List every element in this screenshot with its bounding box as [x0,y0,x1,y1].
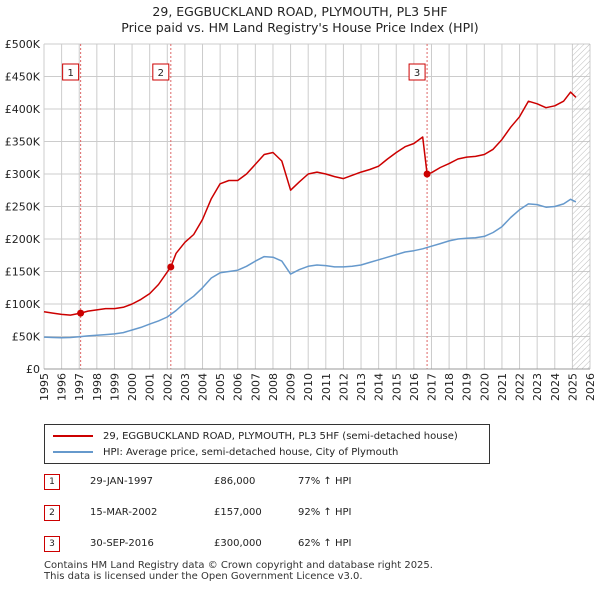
x-tick-label: 2015 [390,373,403,401]
sale-point [167,263,175,271]
hpi-series-line [43,198,577,339]
sale-point [423,170,431,178]
x-tick-label: 1996 [56,373,69,401]
price-chart: 1 2 3 £0 £50K £100K £150K £200K £250K £300K £350K… [5,38,597,401]
x-tick-label: 1999 [108,373,121,401]
x-tick-label: 2013 [355,373,368,401]
y-tick-label: £350K [5,136,41,149]
x-tick-label: 2008 [267,373,280,401]
sale-number-badge: 3 [44,536,60,552]
legend-item-property: 29, EGGBUCKLAND ROAD, PLYMOUTH, PL3 5HF … [53,429,458,443]
x-tick-label: 2024 [549,373,562,401]
sale-marker-label: 3 [414,68,420,79]
sale-row: 3 30-SEP-2016 £300,000 62% ↑ HPI [44,536,464,556]
legend-label-hpi: HPI: Average price, semi-detached house,… [103,446,399,458]
sale-marker-box [408,63,426,81]
future-hatched-region [572,44,590,369]
sale-price: £86,000 [214,476,256,487]
sale-row: 2 15-MAR-2002 £157,000 92% ↑ HPI [44,505,464,525]
x-tick-label: 2019 [461,373,474,401]
x-tick-label: 2001 [144,373,157,401]
x-tick-label: 2020 [478,373,491,401]
sale-price: £300,000 [214,538,262,549]
sale-date: 15-MAR-2002 [90,507,158,518]
chart-legend: 29, EGGBUCKLAND ROAD, PLYMOUTH, PL3 5HF … [44,424,490,464]
sale-point [77,309,85,317]
x-tick-label: 2011 [320,373,333,401]
x-tick-label: 2016 [408,373,421,401]
sale-hpi-change: 92% ↑ HPI [298,507,352,518]
x-tick-label: 2005 [214,373,227,401]
x-tick-label: 1995 [38,373,51,401]
x-tick-label: 2010 [302,373,315,401]
legend-swatch-hpi [53,451,93,453]
x-tick-label: 1997 [73,373,86,401]
sale-number-badge: 1 [44,474,60,490]
y-tick-label: £300K [5,168,41,181]
footer-line-1: Contains HM Land Registry data © Crown c… [44,560,433,571]
sale-marker-box [62,63,80,81]
x-tick-label: 2002 [161,373,174,401]
x-tick-label: 2006 [232,373,245,401]
footer-attribution: Contains HM Land Registry data © Crown c… [44,560,433,582]
sale-date: 30-SEP-2016 [90,538,154,549]
x-tick-label: 2012 [337,373,350,401]
y-tick-label: £150K [5,266,41,279]
x-tick-label: 2026 [584,373,597,401]
sale-hpi-change: 62% ↑ HPI [298,538,352,549]
x-tick-label: 2004 [197,373,210,401]
sale-price: £157,000 [214,507,262,518]
y-tick-label: £500K [5,38,41,51]
x-tick-label: 1998 [91,373,104,401]
chart-title-line-1: 29, EGGBUCKLAND ROAD, PLYMOUTH, PL3 5HF [152,4,448,19]
x-tick-label: 2021 [496,373,509,401]
x-tick-label: 2007 [249,373,262,401]
y-tick-label: £450K [5,71,41,84]
x-tick-label: 2023 [531,373,544,401]
x-tick-label: 2017 [425,373,438,401]
x-tick-label: 2014 [373,373,386,401]
y-tick-label: £400K [5,103,41,116]
sale-marker-label: 2 [158,68,164,79]
sale-marker-label: 1 [67,68,73,79]
y-tick-label: £200K [5,233,41,246]
x-tick-label: 2000 [126,373,139,401]
footer-line-2: This data is licensed under the Open Gov… [44,571,363,582]
x-tick-label: 2025 [566,373,579,401]
y-tick-label: £50K [12,331,41,344]
property-series-line [43,91,577,316]
legend-label-property: 29, EGGBUCKLAND ROAD, PLYMOUTH, PL3 5HF … [103,430,458,442]
sale-date: 29-JAN-1997 [90,476,154,487]
x-tick-label: 2018 [443,373,456,401]
legend-item-hpi: HPI: Average price, semi-detached house,… [53,445,398,459]
legend-swatch-property [53,435,93,437]
y-tick-label: £0 [26,363,40,376]
sale-row: 1 29-JAN-1997 £86,000 77% ↑ HPI [44,474,464,494]
sale-hpi-change: 77% ↑ HPI [298,476,352,487]
x-tick-label: 2009 [285,373,298,401]
y-tick-label: £100K [5,298,41,311]
chart-title-line-2: Price paid vs. HM Land Registry's House … [121,20,479,35]
sale-marker-box [152,63,170,81]
sale-number-badge: 2 [44,505,60,521]
y-tick-label: £250K [5,201,41,214]
x-tick-label: 2022 [514,373,527,401]
x-tick-label: 2003 [179,373,192,401]
